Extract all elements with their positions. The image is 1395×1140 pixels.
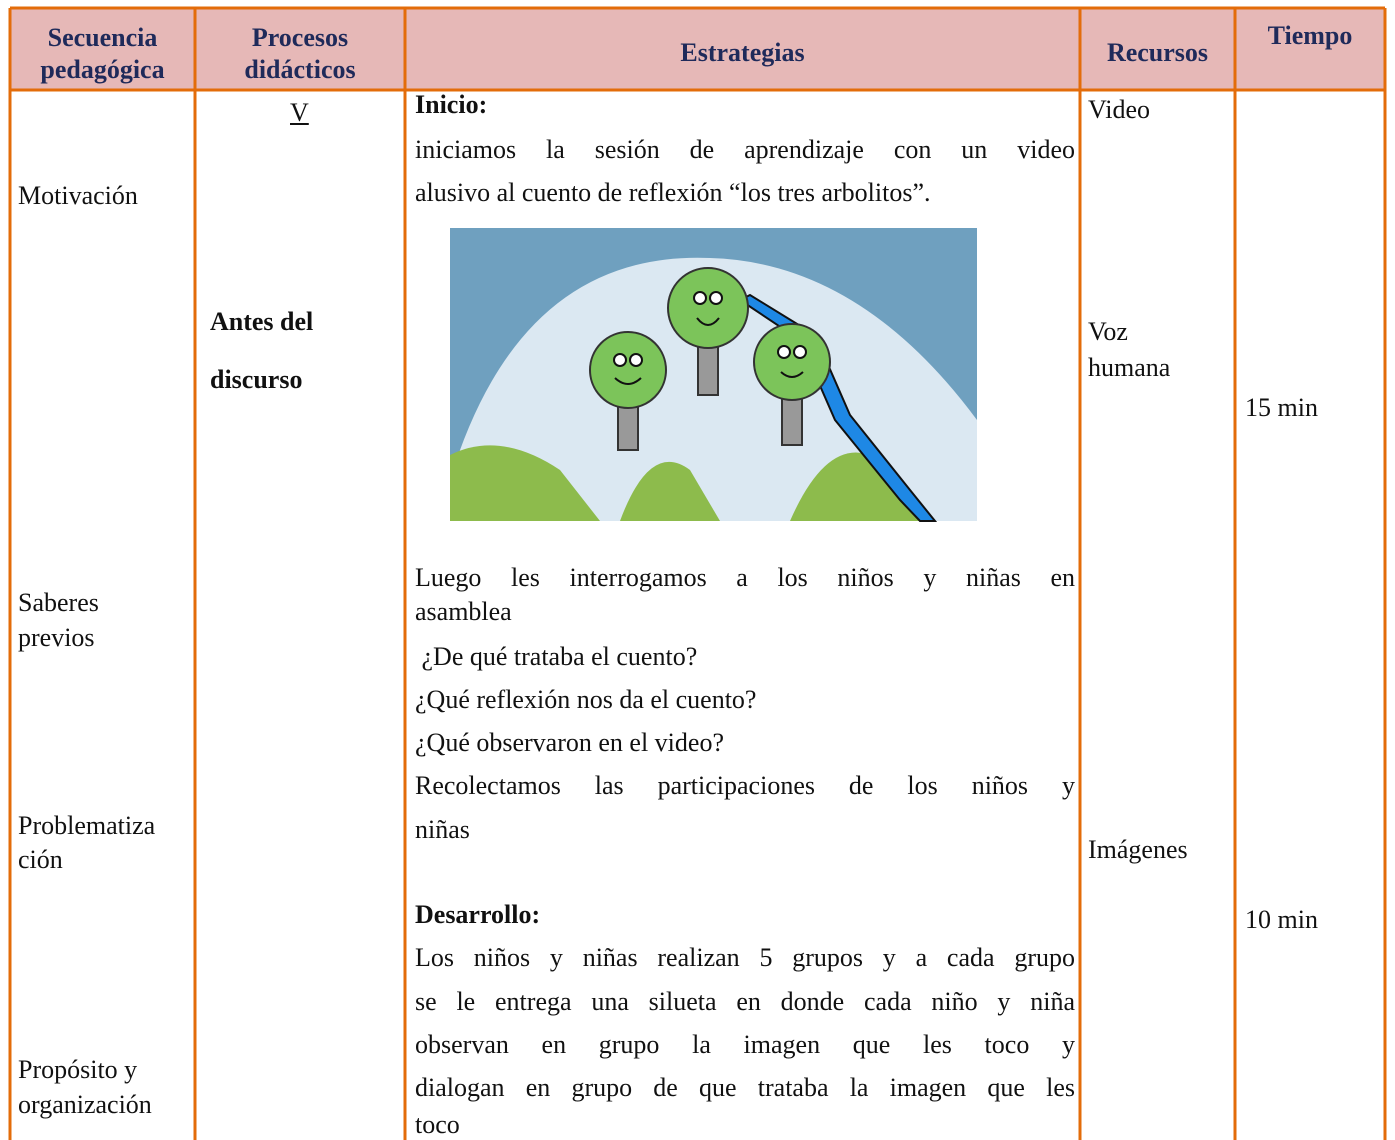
cell-text: Antes del (210, 307, 314, 336)
cell-text: ¿Qué reflexión nos da el cuento? (415, 685, 757, 714)
cell-text: Problematiza (18, 811, 156, 840)
cell-text: discurso (210, 365, 303, 394)
cell-text: alusivo al cuento de reflexión “los tres… (415, 178, 931, 207)
cell-text: Video (1088, 95, 1150, 124)
cell-text: Los niños y niñas realizan 5 grupos y a … (415, 943, 1075, 972)
cell-text: ¿Qué observaron en el video? (415, 728, 724, 757)
cell-text: Saberes (18, 588, 99, 617)
illustration (450, 228, 977, 522)
section-title: Inicio: (415, 90, 488, 119)
cell-text: Recolectamos las participaciones de los … (415, 771, 1075, 800)
cell-text: V (290, 98, 309, 127)
cell-text: iniciamos la sesión de aprendizaje con u… (415, 135, 1075, 164)
cell-text: organización (18, 1090, 152, 1119)
borders (8, 6, 1387, 1140)
header: pedagógica (40, 55, 165, 84)
cell-text: Voz (1088, 317, 1128, 346)
cell-text: ción (18, 845, 63, 874)
cell-text: ¿De qué trataba el cuento? (415, 642, 698, 671)
header: didácticos (244, 55, 356, 84)
cell-text: Luego les interrogamos a los niños y niñ… (415, 563, 1075, 592)
cell-text: observan en grupo la imagen que les toco… (415, 1030, 1075, 1059)
cell-text: toco (415, 1110, 460, 1139)
cell-text: niñas (415, 815, 470, 844)
cell-text: 10 min (1245, 905, 1318, 934)
cell-text: asamblea (415, 597, 512, 626)
cell-text: Motivación (18, 181, 138, 210)
header-bg (10, 8, 1385, 90)
cell-text: Propósito y (18, 1055, 138, 1084)
header: Procesos (251, 23, 349, 52)
cell-text: se le entrega una silueta en donde cada … (415, 987, 1075, 1016)
header: Estrategias (680, 38, 805, 67)
cell-text: humana (1088, 353, 1171, 382)
header: Secuencia (47, 23, 158, 52)
header: Tiempo (1267, 21, 1353, 50)
cell-text: previos (18, 623, 95, 652)
cell-text: dialogan en grupo de que trataba la imag… (415, 1073, 1075, 1102)
cell-text: 15 min (1245, 393, 1318, 422)
header: Recursos (1106, 38, 1209, 67)
cell-text: Imágenes (1088, 835, 1188, 864)
section-title: Desarrollo: (415, 900, 541, 929)
